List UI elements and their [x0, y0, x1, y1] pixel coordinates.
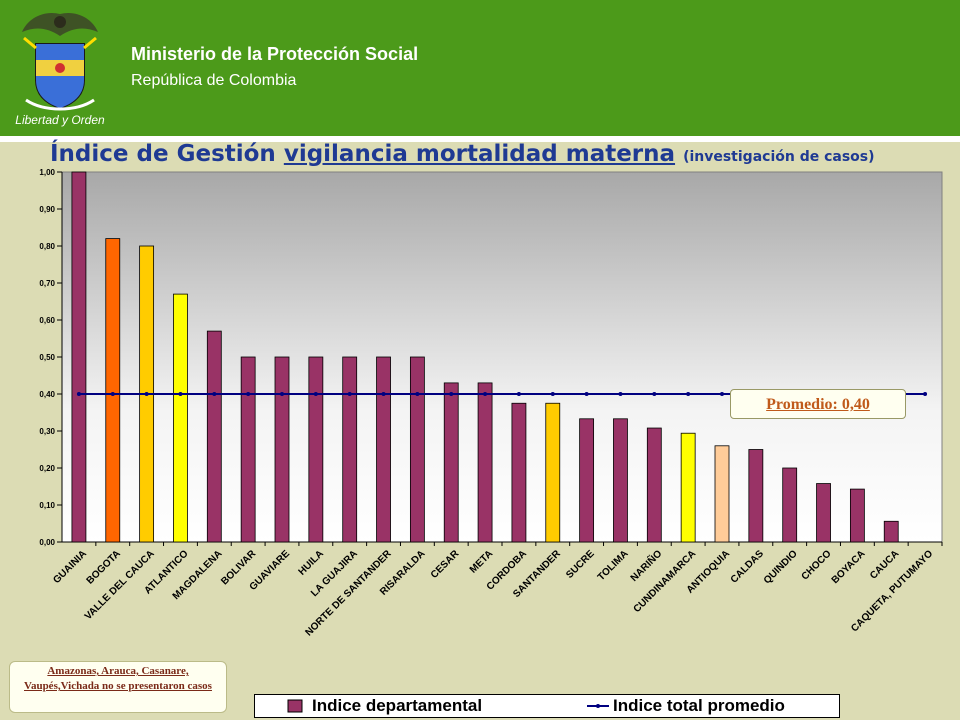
y-tick-label: 0,80 [39, 242, 55, 251]
slide-title: Índice de Gestión vigilancia mortalidad … [50, 141, 875, 167]
average-point [720, 392, 724, 396]
bar [883, 520, 899, 543]
x-tick-label: CAUCA [868, 548, 901, 581]
x-tick-label: NARIÑO [627, 547, 664, 584]
bar [376, 356, 391, 543]
average-point [686, 392, 691, 396]
x-tick-label: TOLIMA [596, 548, 631, 583]
bar [443, 382, 459, 543]
x-tick-label: CHOCO [800, 548, 834, 582]
bar [782, 467, 798, 543]
ministry-name: Ministerio de la Protección Social [131, 44, 419, 64]
bar [545, 402, 561, 543]
average-point [178, 392, 183, 396]
average-point [652, 392, 657, 396]
bar [680, 432, 696, 543]
bar [646, 427, 662, 543]
average-callout: Promedio: 0,40 [730, 389, 906, 419]
y-tick-label: 0,40 [39, 390, 55, 399]
bar [173, 293, 188, 543]
logo-motto: Libertad y Orden [15, 113, 105, 127]
bar [274, 356, 290, 543]
average-point [483, 392, 488, 396]
y-tick-label: 0,30 [39, 427, 55, 436]
y-tick-label: 1,00 [39, 168, 55, 177]
bar [105, 238, 121, 543]
average-point [246, 392, 251, 396]
average-point [144, 392, 149, 396]
average-point [923, 392, 928, 396]
chart-legend: Indice departamental Indice total promed… [254, 694, 840, 718]
bar [477, 382, 493, 543]
title-part3: (investigación de casos) [683, 149, 875, 165]
average-point [584, 392, 589, 396]
bar [308, 356, 324, 543]
plot-area [61, 171, 943, 543]
average-point [618, 392, 623, 396]
x-tick-label: BOYACA [830, 548, 868, 586]
x-tick-label: CUNDINAMARCA [632, 548, 699, 615]
y-tick-label: 0,50 [39, 353, 55, 362]
y-tick-label: 0,60 [39, 316, 55, 325]
x-tick-label: QUINDIO [762, 548, 800, 586]
average-point [76, 392, 81, 396]
title-part1: Índice de Gestión [50, 141, 276, 167]
x-tick-label: CESAR [429, 548, 462, 581]
average-point [516, 392, 521, 396]
title-part2: vigilancia mortalidad materna [283, 141, 676, 167]
legend-swatch-departamental [287, 699, 303, 713]
average-point [381, 392, 386, 396]
average-point [449, 392, 454, 396]
bar [240, 356, 256, 543]
average-point [212, 392, 217, 396]
y-tick-label: 0,00 [39, 538, 55, 547]
x-tick-label: SUCRE [564, 548, 597, 581]
colombia-coat-of-arms-logo: Libertad y Orden [15, 12, 105, 127]
y-tick-label: 0,70 [39, 279, 55, 288]
average-point [347, 392, 352, 396]
bar [714, 445, 730, 543]
average-point [415, 392, 420, 396]
x-tick-label: META [468, 548, 495, 575]
average-point [110, 392, 115, 396]
bar [849, 488, 865, 543]
x-tick-label: HUILA [297, 548, 326, 577]
x-tick-label: CALDAS [729, 548, 766, 585]
average-point [280, 392, 284, 396]
legend-swatches [287, 699, 609, 713]
bars [71, 171, 943, 546]
bar [71, 171, 87, 543]
y-tick-label: 0,20 [39, 464, 55, 473]
y-tick-label: 0,90 [39, 205, 55, 214]
bar [342, 356, 358, 543]
average-point [313, 392, 318, 396]
y-tick-label: 0,10 [39, 501, 55, 510]
bar [748, 449, 764, 543]
average-point [550, 392, 555, 396]
bar [613, 418, 628, 543]
legend-label-promedio: Indice total promedio [613, 696, 785, 715]
header-bar: Libertad y Orden Ministerio de la Protec… [0, 0, 960, 136]
x-tick-label: GUAINIA [51, 548, 89, 586]
bar [579, 418, 595, 543]
bar [206, 330, 222, 543]
republic-name: República de Colombia [131, 72, 297, 89]
bar [816, 483, 831, 543]
legend-label-departamental: Indice departamental [312, 696, 483, 715]
no-cases-note: Amazonas, Arauca, Casanare, Vaupés,Vicha… [9, 661, 227, 713]
bar [511, 402, 527, 543]
bar [409, 356, 425, 543]
